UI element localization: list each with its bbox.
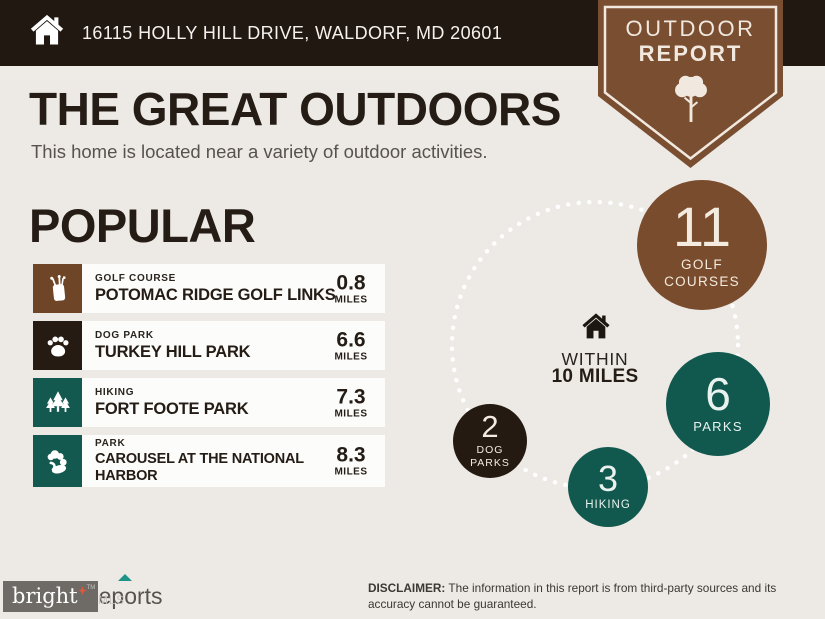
item-name: TURKEY HILL PARK [95,342,251,361]
golf-bag-icon [33,264,82,313]
list-item-dog-park: DOG PARK TURKEY HILL PARK 6.6 MILES [33,321,385,370]
distance-value: 7.3 [336,385,366,408]
distance-unit: MILES [334,466,368,478]
badge-title-line1: OUTDOOR [625,16,756,41]
badge-title-line2: REPORT [638,41,743,66]
list-item-hiking: HIKING FORT FOOTE PARK 7.3 MILES [33,378,385,427]
bubble-label: PARKS [470,456,510,469]
bubble-dog-parks: 2 DOG PARKS [453,404,527,478]
outdoor-report-badge: OUTDOOR REPORT [598,0,783,168]
paw-icon [33,321,82,370]
bubble-label: HIKING [585,498,631,511]
item-name: FORT FOOTE PARK [95,399,249,418]
item-distance: 6.6 MILES [323,329,379,362]
page-title: THE GREAT OUTDOORS [29,83,561,135]
within-distance-label: 10 MILES [551,366,639,387]
distance-unit: MILES [334,408,368,419]
within-label: WITHIN [561,349,629,369]
property-address: 16115 HOLLY HILL DRIVE, WALDORF, MD 2060… [82,22,503,43]
distance-value: 8.3 [336,443,366,467]
park-icon [33,435,82,487]
star-icon [77,585,87,597]
bubble-label: PARKS [693,419,743,435]
bubble-label: GOLF [681,256,723,272]
disclaimer: DISCLAIMER: The information in this repo… [368,581,820,612]
brand-wordmark: bright [12,584,78,608]
list-item-park: PARK CAROUSEL AT THE NATIONAL HARBOR 8.3… [33,435,385,487]
list-item-card: PARK CAROUSEL AT THE NATIONAL HARBOR 8.3… [82,435,385,487]
disclaimer-label: DISCLAIMER: [368,581,446,595]
list-item-card: HIKING FORT FOOTE PARK 7.3 MILES [82,378,385,427]
bubble-label: COURSES [664,273,740,289]
bubble-count: 3 [597,457,619,499]
home-icon [27,12,67,55]
tree-icon [669,72,713,133]
distance-unit: MILES [334,294,368,305]
bubble-count: 2 [481,409,499,445]
item-name: CAROUSEL AT THE NATIONAL HARBOR [95,450,304,484]
distance-value: 0.8 [336,271,366,294]
popular-list: GOLF COURSE POTOMAC RIDGE GOLF LINKS 0.8… [33,264,385,487]
item-distance: 7.3 MILES [323,386,379,419]
distance-unit: MILES [334,351,368,362]
bubble-count: 6 [705,367,731,420]
pine-trees-icon [33,378,82,427]
list-item-card: DOG PARK TURKEY HILL PARK 6.6 MILES [82,321,385,370]
item-distance: 0.8 MILES [323,272,379,305]
bubble-parks: 6 PARKS [666,352,770,456]
item-distance: 8.3 MILES [323,445,379,478]
popular-heading: POPULAR [29,199,256,252]
disclaimer-text: The information in this report is from t… [368,581,777,611]
item-category: DOG PARK [95,329,154,341]
bubble-hiking: 3 HIKING [568,447,648,527]
item-name: POTOMAC RIDGE GOLF LINKS [95,285,336,304]
item-category: HIKING [95,386,135,398]
hidden-logo-tip [118,574,132,581]
bubble-count: 11 [672,194,732,258]
distance-value: 6.6 [336,328,366,351]
trademark-mark: TM [86,584,96,591]
bubble-label: DOG [476,443,504,456]
brand-suffix: MLS [98,595,125,607]
item-category: GOLF COURSE [95,272,177,284]
list-item-golf-course: GOLF COURSE POTOMAC RIDGE GOLF LINKS 0.8… [33,264,385,313]
bubble-golf-courses: 11 GOLF COURSES [637,180,767,310]
item-category: PARK [95,437,126,449]
bright-mls-logo: bright TM MLS [3,581,124,612]
home-marker-icon [579,311,613,348]
list-item-card: GOLF COURSE POTOMAC RIDGE GOLF LINKS 0.8… [82,264,385,313]
page-subtitle: This home is located near a variety of o… [31,141,488,162]
